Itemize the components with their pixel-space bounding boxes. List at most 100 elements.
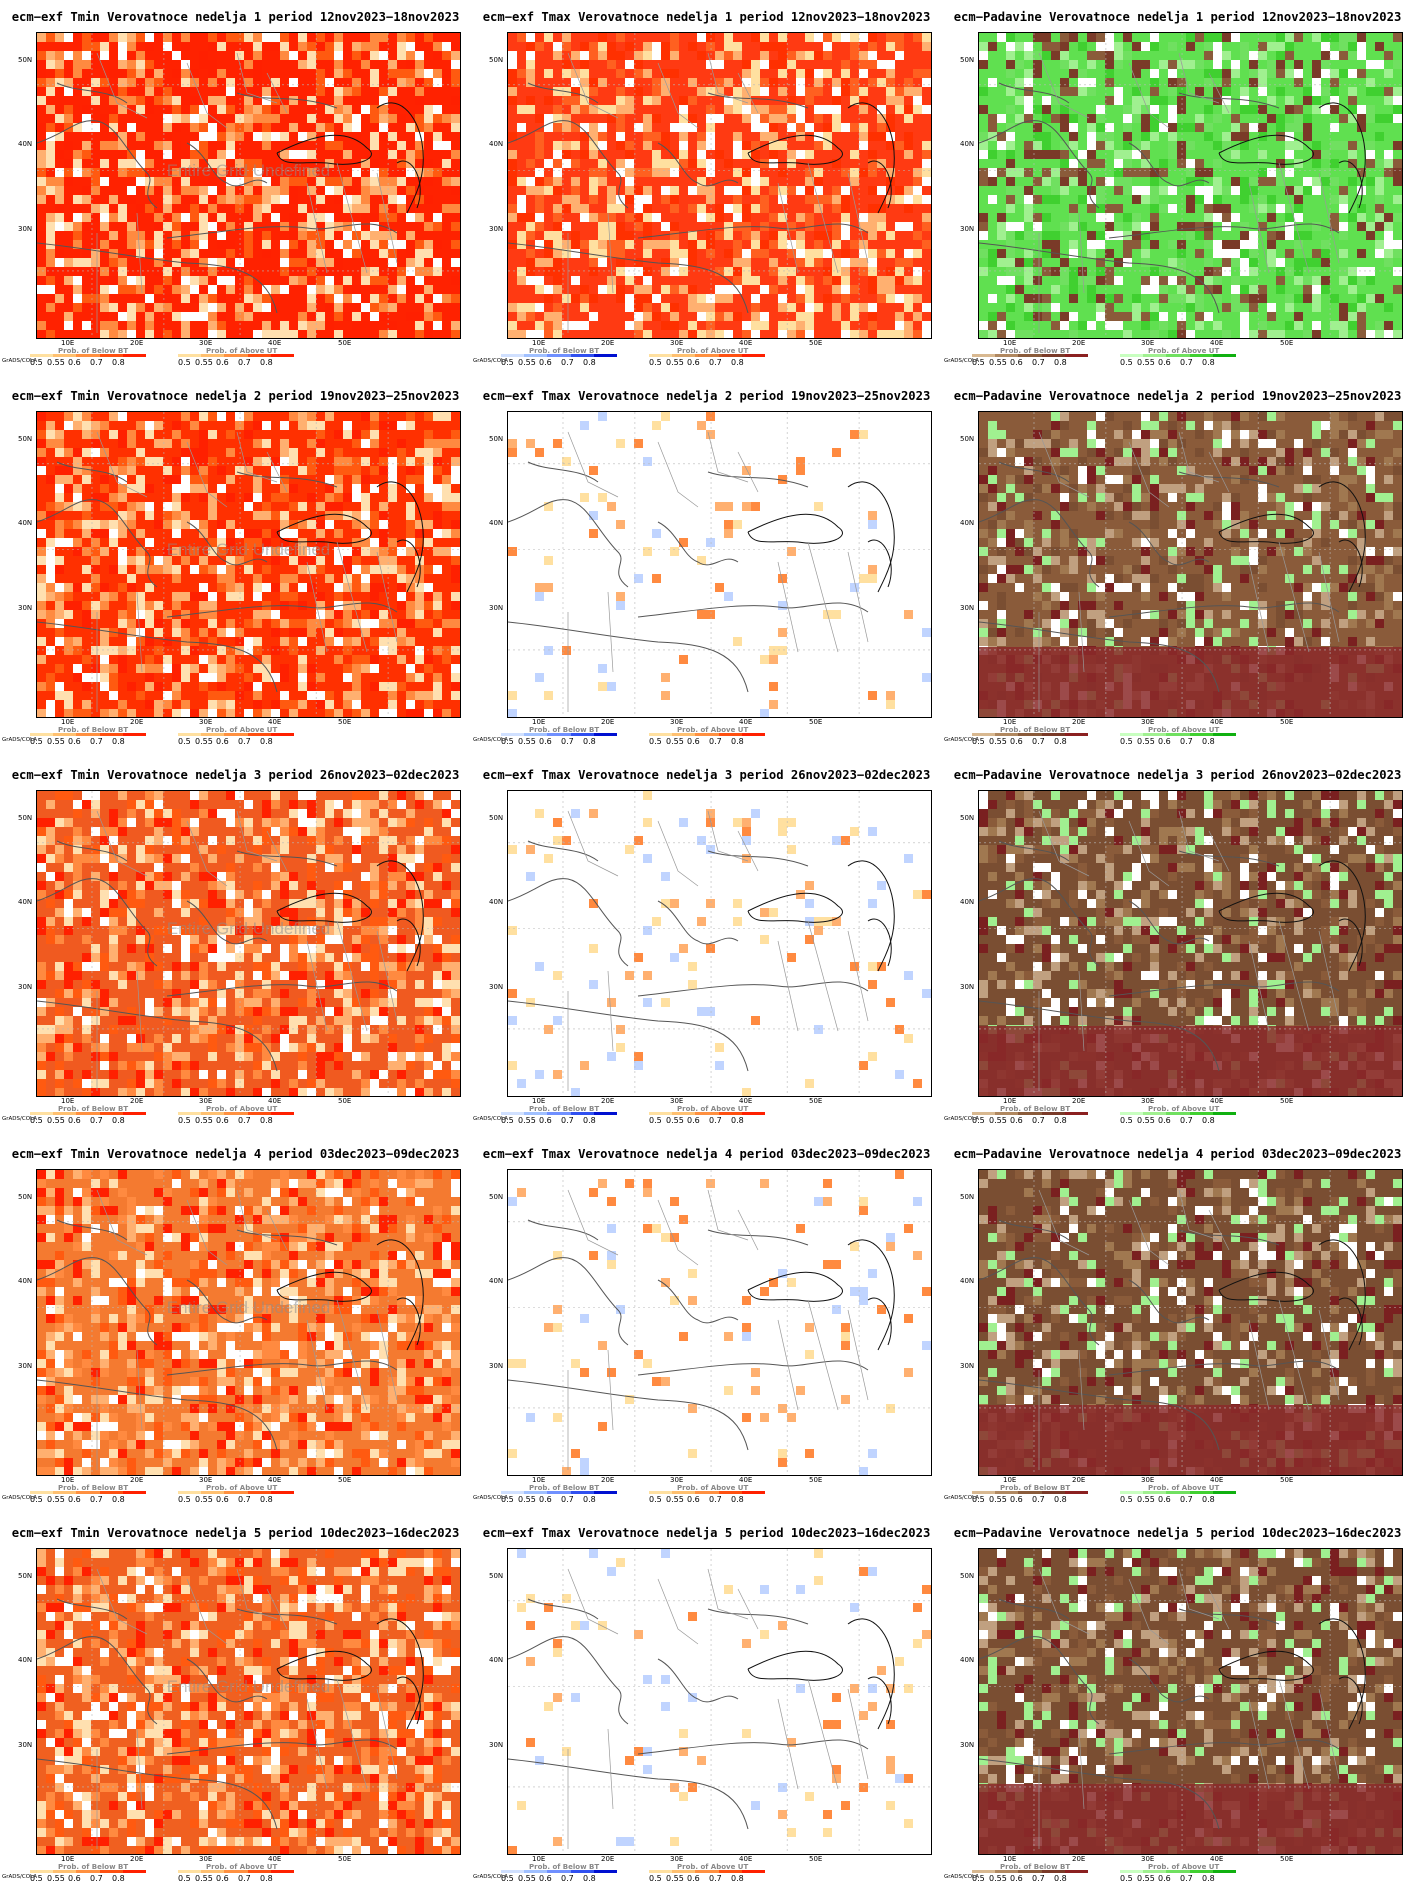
map-area: Entire Grid Undefined bbox=[36, 411, 461, 718]
longitude-label: 40E bbox=[268, 718, 282, 726]
longitude-label: 30E bbox=[670, 339, 684, 347]
colorbar-stripe bbox=[649, 354, 766, 357]
colorbar-swatch bbox=[53, 1112, 77, 1115]
colorbar-stripe bbox=[178, 733, 295, 736]
longitude-label: 20E bbox=[130, 1097, 144, 1105]
latitude-label: 50N bbox=[489, 814, 504, 822]
colorbar-caption: Prob. of Above UT bbox=[677, 1863, 749, 1871]
longitude-label: 20E bbox=[130, 718, 144, 726]
colorbar-tick: 0.5 bbox=[501, 1495, 514, 1504]
colorbar-swatch bbox=[1120, 354, 1144, 357]
colorbar-swatch bbox=[1166, 733, 1190, 736]
colorbar-tick: 0.55 bbox=[47, 1495, 65, 1504]
colorbar-tick: 0.6 bbox=[1158, 1116, 1171, 1125]
colorbar-swatch bbox=[53, 733, 77, 736]
colorbar-legend: Prob. of Above UT 0.5 0.55 0.6 0.7 0.8 bbox=[1120, 1484, 1238, 1504]
map-area bbox=[507, 1169, 932, 1476]
colorbar-swatch bbox=[547, 1112, 571, 1115]
colorbar-legend: Prob. of Below BT 0.5 0.55 0.6 0.7 0.8 bbox=[972, 347, 1090, 367]
colorbar-tick: 0.6 bbox=[1010, 737, 1023, 746]
colorbar-legend: Prob. of Below BT 0.5 0.55 0.6 0.7 0.8 bbox=[972, 1484, 1090, 1504]
colorbar-swatch bbox=[672, 354, 696, 357]
map-panel: ecm−exf Tmin Verovatnoce nedelja 4 perio… bbox=[0, 1137, 471, 1516]
grads-credit: GrADS/COLA bbox=[473, 1116, 508, 1122]
colorbar-stripe bbox=[649, 733, 766, 736]
latitude-label: 30N bbox=[960, 983, 975, 991]
colorbar-tick: 0.8 bbox=[1202, 1495, 1215, 1504]
colorbar-caption: Prob. of Below BT bbox=[529, 726, 600, 734]
latitude-label: 40N bbox=[18, 1656, 33, 1664]
longitude-label: 20E bbox=[1072, 1855, 1086, 1863]
colorbar-legend: Prob. of Below BT 0.5 0.55 0.6 0.7 0.8 bbox=[30, 1863, 148, 1883]
longitude-label: 40E bbox=[739, 1855, 753, 1863]
map-canvas bbox=[979, 1170, 1402, 1475]
longitude-label: 50E bbox=[1280, 718, 1294, 726]
colorbar-tick: 0.8 bbox=[260, 1874, 273, 1883]
colorbar-swatch bbox=[1166, 354, 1190, 357]
longitude-label: 50E bbox=[1280, 1476, 1294, 1484]
colorbar-swatch bbox=[99, 1491, 123, 1494]
colorbar-swatch bbox=[1018, 1112, 1042, 1115]
colorbar-tick: 0.5 bbox=[1120, 1874, 1133, 1883]
colorbar-legend: Prob. of Below BT 0.5 0.55 0.6 0.7 0.8 bbox=[972, 1105, 1090, 1125]
colorbar-tick: 0.6 bbox=[68, 1874, 81, 1883]
longitude-label: 30E bbox=[670, 1097, 684, 1105]
panel-title: ecm−exf Tmax Verovatnoce nedelja 2 perio… bbox=[482, 389, 931, 403]
colorbar-tick: 0.55 bbox=[518, 358, 536, 367]
longitude-label: 40E bbox=[739, 339, 753, 347]
map-canvas bbox=[37, 412, 460, 717]
longitude-label: 40E bbox=[739, 718, 753, 726]
colorbar-tick: 0.55 bbox=[666, 737, 684, 746]
map-panel: ecm−exf Tmax Verovatnoce nedelja 5 perio… bbox=[471, 1516, 942, 1895]
colorbar-stripe bbox=[972, 1491, 1089, 1494]
longitude-label: 30E bbox=[1141, 1855, 1155, 1863]
colorbar-swatch bbox=[672, 1112, 696, 1115]
colorbar-swatch bbox=[76, 1112, 100, 1115]
colorbar-legend: Prob. of Below BT 0.5 0.55 0.6 0.7 0.8 bbox=[30, 347, 148, 367]
latitude-label: 30N bbox=[960, 225, 975, 233]
colorbar-caption: Prob. of Below BT bbox=[529, 347, 600, 355]
colorbar-swatch bbox=[524, 354, 548, 357]
colorbar-caption: Prob. of Below BT bbox=[1000, 726, 1071, 734]
colorbar-swatch bbox=[1018, 1491, 1042, 1494]
colorbar-tick: 0.6 bbox=[68, 1116, 81, 1125]
colorbar-swatch bbox=[1189, 1870, 1213, 1873]
longitude-label: 10E bbox=[61, 1097, 75, 1105]
colorbar-swatch bbox=[224, 733, 248, 736]
colorbar-swatch bbox=[995, 1870, 1019, 1873]
map-panel: ecm−Padavine Verovatnoce nedelja 1 perio… bbox=[942, 0, 1413, 379]
longitude-label: 20E bbox=[1072, 339, 1086, 347]
colorbar-swatch bbox=[270, 733, 295, 736]
colorbar-tick: 0.55 bbox=[195, 358, 213, 367]
colorbar-stripe bbox=[1120, 733, 1237, 736]
map-panel: ecm−Padavine Verovatnoce nedelja 3 perio… bbox=[942, 758, 1413, 1137]
colorbar-tick: 0.55 bbox=[989, 1116, 1007, 1125]
colorbar-swatch bbox=[1212, 1112, 1237, 1115]
colorbar-tick: 0.8 bbox=[583, 737, 596, 746]
colorbar-caption: Prob. of Above UT bbox=[206, 347, 278, 355]
grid-undefined-note: Entire Grid Undefined bbox=[166, 1677, 331, 1696]
colorbar-tick: 0.55 bbox=[666, 1874, 684, 1883]
colorbar-swatch bbox=[201, 1491, 225, 1494]
colorbar-swatch bbox=[122, 1491, 147, 1494]
panel-title: ecm−Padavine Verovatnoce nedelja 2 perio… bbox=[953, 389, 1402, 403]
grads-credit: GrADS/COLA bbox=[944, 1874, 979, 1880]
colorbar-swatch bbox=[1064, 1491, 1089, 1494]
panel-title: ecm−exf Tmax Verovatnoce nedelja 5 perio… bbox=[482, 1526, 931, 1540]
latitude-label: 50N bbox=[18, 814, 33, 822]
colorbar-swatch bbox=[1018, 733, 1042, 736]
latitude-label: 40N bbox=[489, 1277, 504, 1285]
colorbar-tick: 0.55 bbox=[989, 737, 1007, 746]
latitude-label: 50N bbox=[18, 1193, 33, 1201]
colorbar-swatch bbox=[524, 733, 548, 736]
colorbar-swatch bbox=[995, 733, 1019, 736]
colorbar-swatch bbox=[695, 1112, 719, 1115]
latitude-label: 50N bbox=[960, 1193, 975, 1201]
grid-undefined-note: Entire Grid Undefined bbox=[166, 1298, 331, 1317]
colorbar-swatch bbox=[649, 354, 673, 357]
panel-title: ecm−Padavine Verovatnoce nedelja 5 perio… bbox=[953, 1526, 1402, 1540]
colorbar-swatch bbox=[718, 1112, 742, 1115]
longitude-label: 50E bbox=[338, 339, 352, 347]
colorbar-stripe bbox=[1120, 1870, 1237, 1873]
colorbar-tick: 0.7 bbox=[90, 737, 103, 746]
